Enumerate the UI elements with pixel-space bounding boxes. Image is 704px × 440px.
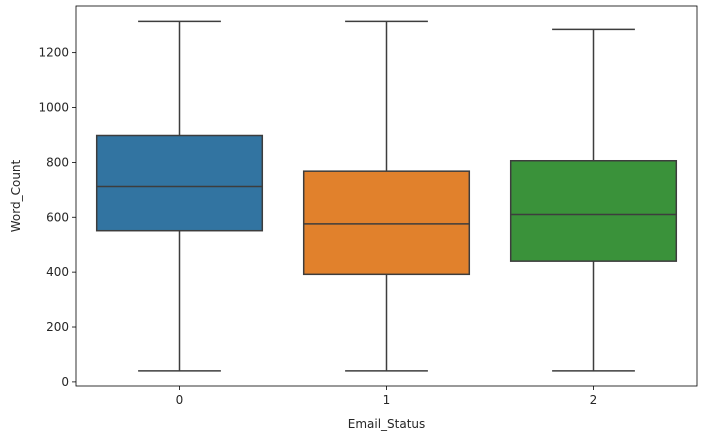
- y-tick-label: 600: [46, 210, 69, 224]
- y-tick-label: 1000: [38, 101, 69, 115]
- box-group-1: [302, 20, 471, 372]
- box-group-0: [95, 20, 264, 372]
- y-tick-label: 800: [46, 155, 69, 169]
- box-body: [302, 170, 471, 276]
- x-axis-label: Email_Status: [348, 417, 426, 431]
- box-body: [509, 159, 678, 262]
- y-tick-label: 200: [46, 320, 69, 334]
- y-axis-label: Word_Count: [9, 159, 23, 232]
- box-body: [95, 134, 264, 232]
- plot-marks: [95, 20, 678, 372]
- x-tick-label: 2: [590, 393, 598, 407]
- y-tick-label: 1200: [38, 46, 69, 60]
- y-axis: 0 200 400 600 800 1000 1200: [38, 46, 76, 389]
- y-tick-label: 400: [46, 265, 69, 279]
- box-group-2: [509, 28, 678, 372]
- x-tick-label: 0: [176, 393, 184, 407]
- x-axis: 0 1 2: [176, 386, 598, 407]
- x-tick-label: 1: [383, 393, 391, 407]
- y-tick-label: 0: [61, 375, 69, 389]
